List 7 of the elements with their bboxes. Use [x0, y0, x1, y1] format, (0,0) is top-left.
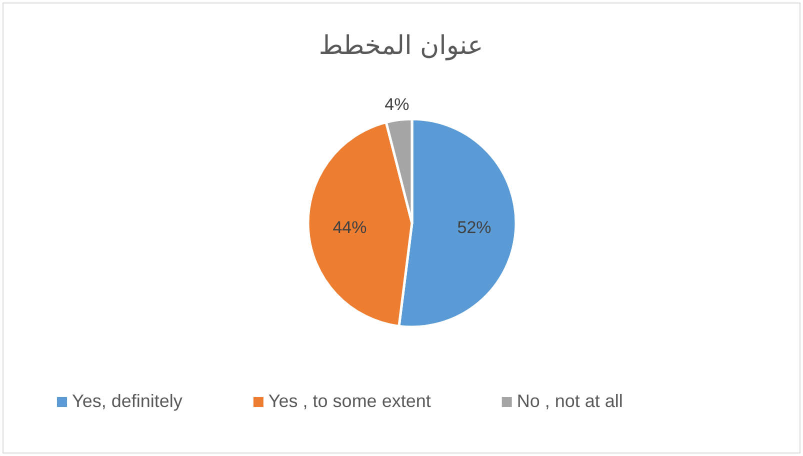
chart-title: عنوان المخطط — [318, 31, 484, 61]
legend-label: Yes, definitely — [72, 391, 182, 411]
data-label: 44% — [332, 218, 367, 237]
legend-label: Yes , to some extent — [268, 391, 431, 411]
data-label: 52% — [457, 218, 492, 237]
legend-label: No , not at all — [516, 391, 623, 411]
data-label: 4% — [384, 94, 410, 114]
